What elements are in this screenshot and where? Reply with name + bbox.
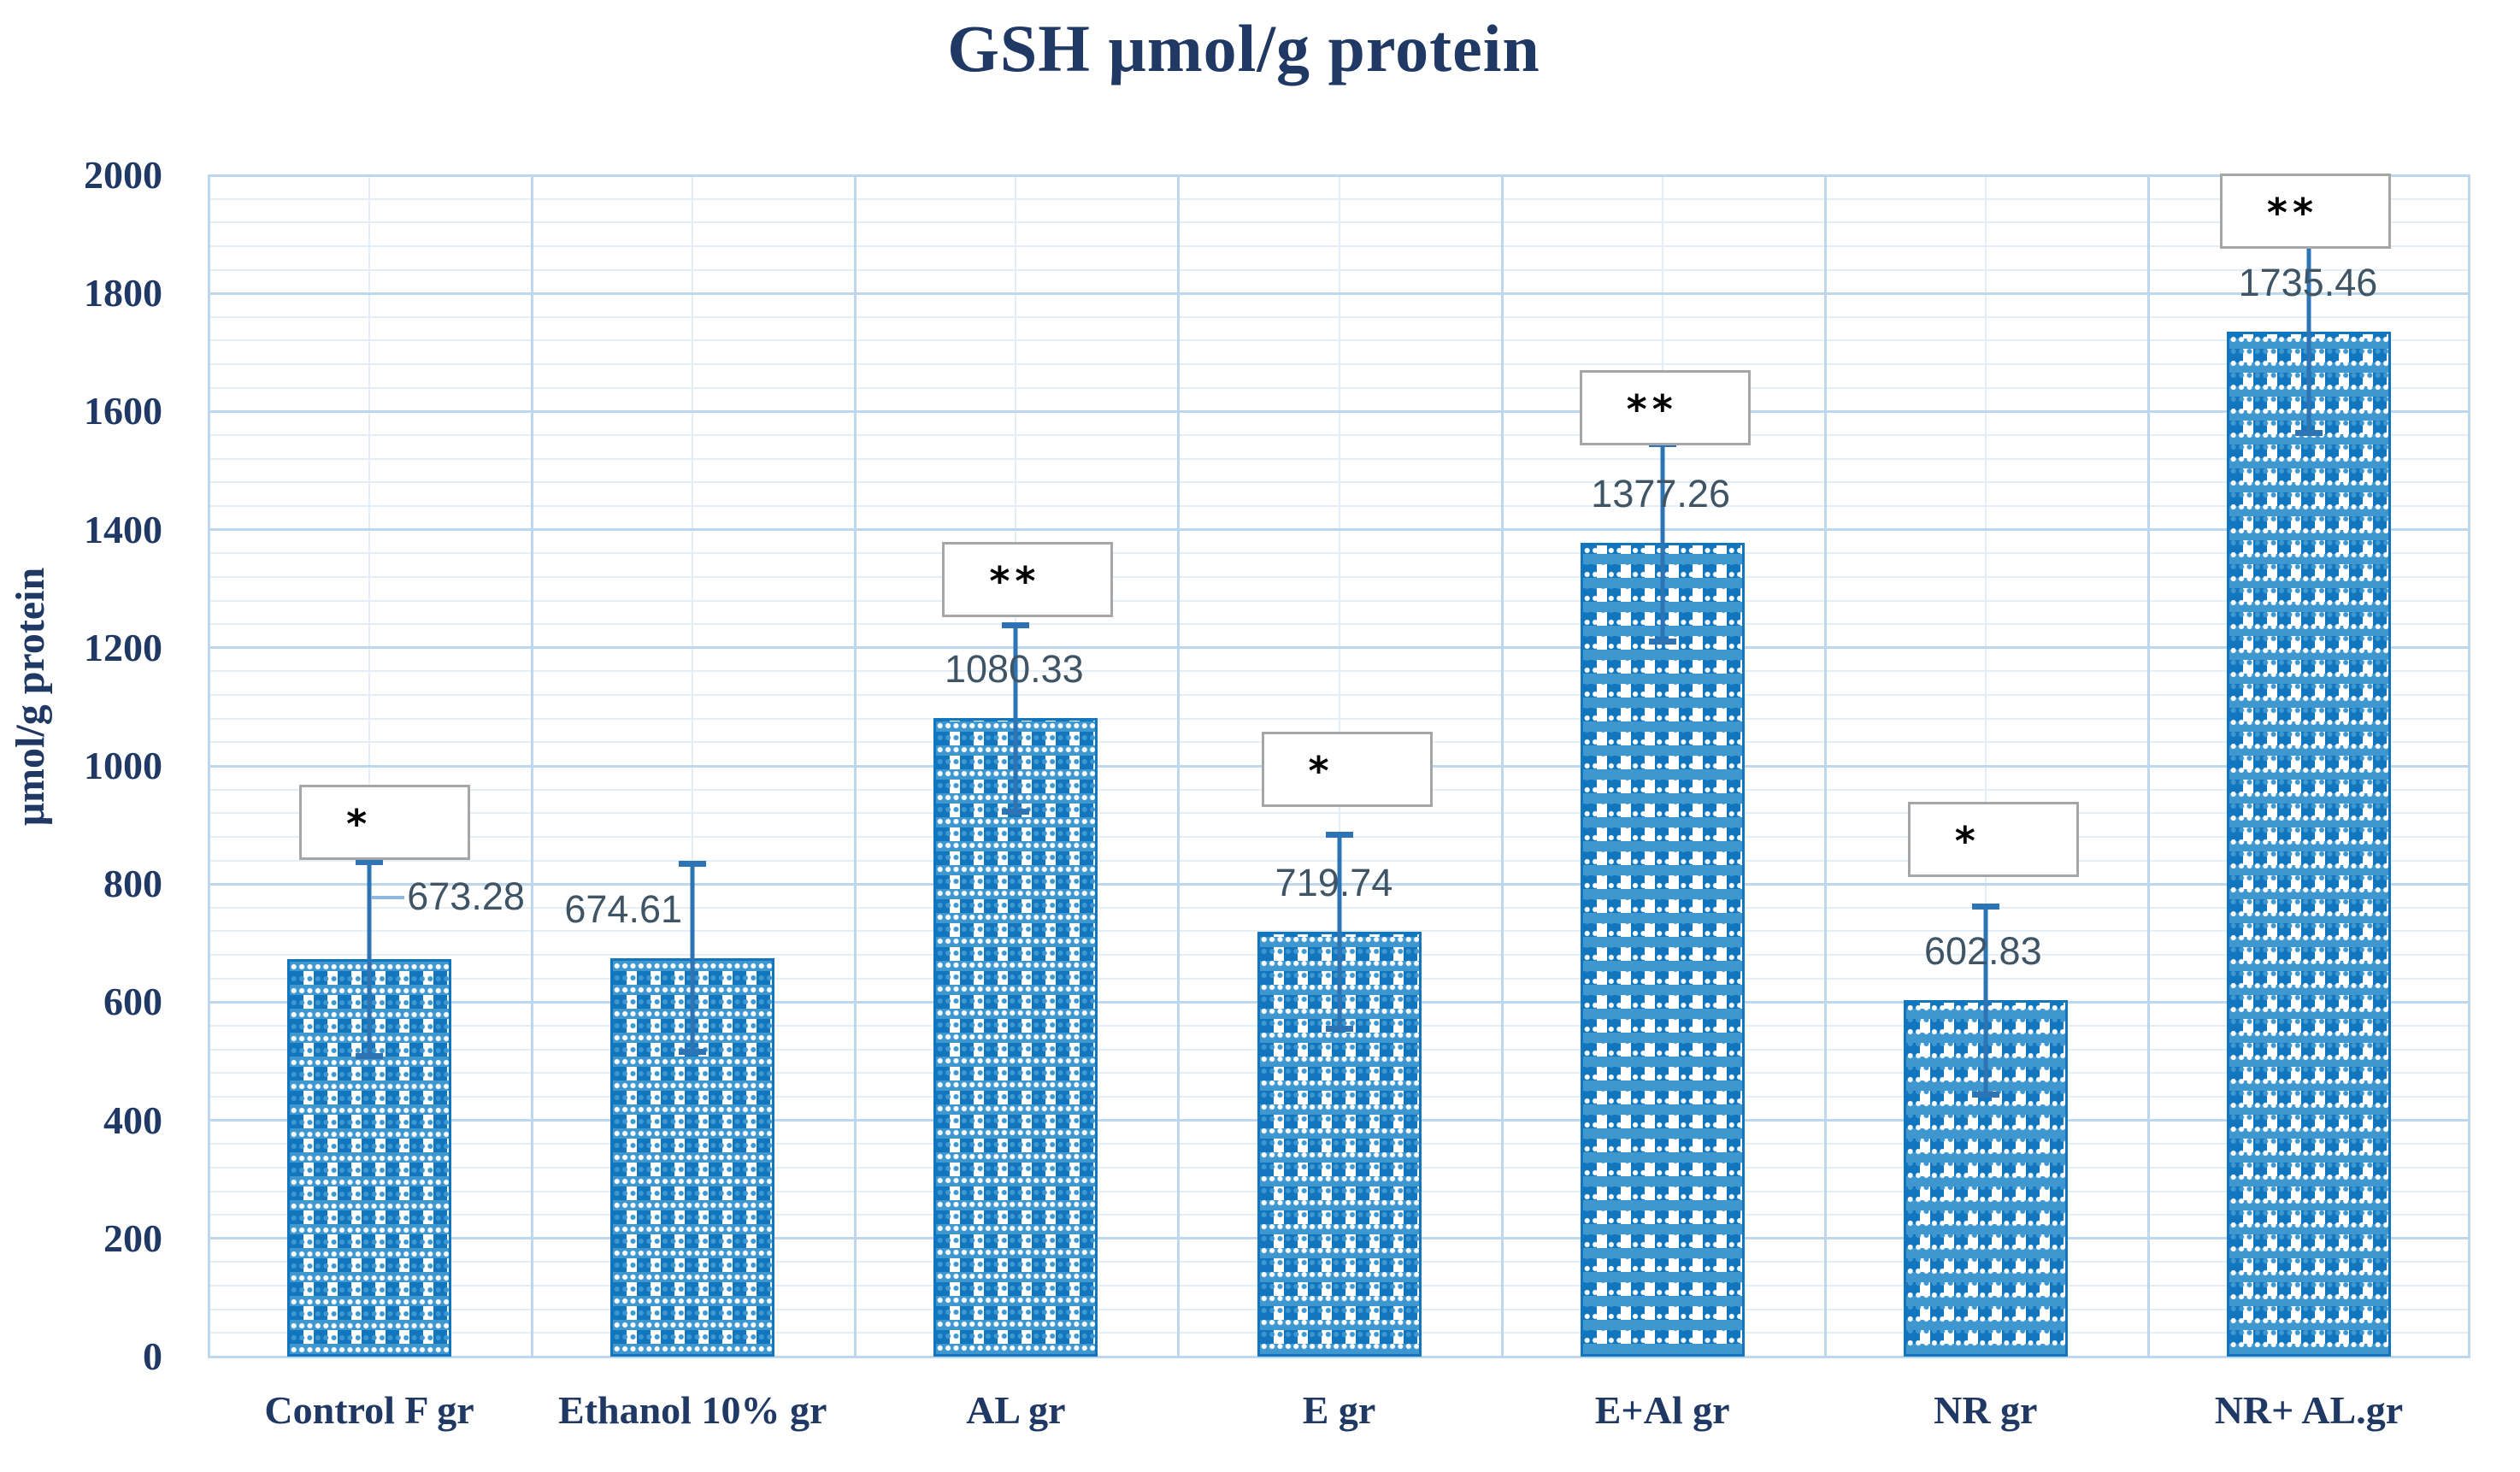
significance-box: * bbox=[1907, 802, 2079, 877]
significance-asterisk: ** bbox=[989, 558, 1041, 604]
y-axis-title: μmol/g protein bbox=[8, 567, 53, 827]
bar-7 bbox=[2226, 331, 2391, 1357]
error-bar-cap-top bbox=[356, 858, 384, 865]
x-tick-label: E+Al gr bbox=[1594, 1388, 1730, 1432]
error-bar-cap-top bbox=[1002, 622, 1030, 629]
bar-3 bbox=[933, 718, 1098, 1357]
error-bar bbox=[690, 863, 695, 1053]
gridline-major-vertical bbox=[2468, 175, 2470, 1357]
y-tick-label: 0 bbox=[143, 1334, 162, 1378]
y-tick-label: 1400 bbox=[84, 507, 162, 551]
gridline-major-vertical bbox=[531, 175, 534, 1357]
data-label: 719.74 bbox=[1275, 860, 1393, 904]
significance-asterisk: * bbox=[1308, 748, 1334, 794]
significance-box: * bbox=[299, 785, 471, 860]
y-tick-label: 2000 bbox=[84, 153, 162, 197]
data-label: 1735.46 bbox=[2238, 260, 2378, 304]
data-label: 673.28 bbox=[407, 874, 525, 918]
error-bar-cap-top bbox=[1971, 903, 1999, 910]
y-tick-label: 400 bbox=[103, 1098, 162, 1142]
error-bar bbox=[367, 861, 372, 1057]
error-bar bbox=[1337, 833, 1341, 1029]
gridline-major-horizontal bbox=[208, 528, 2470, 532]
y-tick-label: 1200 bbox=[84, 625, 162, 669]
data-label-leader-line bbox=[372, 895, 405, 899]
significance-asterisk: * bbox=[346, 801, 373, 847]
gridline-major-horizontal bbox=[208, 174, 2470, 177]
error-bar bbox=[1983, 905, 1988, 1095]
data-label: 674.61 bbox=[564, 886, 683, 931]
gridline-major-vertical bbox=[2146, 175, 2150, 1357]
x-tick-label: NR+ AL.gr bbox=[2214, 1388, 2404, 1432]
chart-title: GSH μmol/g protein bbox=[947, 11, 1540, 85]
error-bar-cap-bottom bbox=[1648, 639, 1676, 645]
significance-asterisk: * bbox=[1954, 818, 1981, 864]
x-tick-label: Control F gr bbox=[264, 1388, 474, 1432]
y-tick-label: 200 bbox=[103, 1216, 162, 1260]
gridline-major-horizontal bbox=[208, 646, 2470, 650]
error-bar-cap-top bbox=[679, 861, 707, 868]
significance-box: ** bbox=[942, 542, 1114, 617]
data-label: 1377.26 bbox=[1591, 472, 1730, 516]
error-bar-cap-bottom bbox=[679, 1049, 707, 1056]
significance-asterisk: ** bbox=[2266, 190, 2319, 236]
x-axis-line bbox=[208, 1356, 2470, 1358]
error-bar-cap-bottom bbox=[1325, 1025, 1353, 1032]
significance-box: ** bbox=[1579, 370, 1751, 445]
error-bar-cap-bottom bbox=[1002, 808, 1030, 815]
gridline-major-vertical bbox=[1823, 175, 1827, 1357]
bar-5 bbox=[1580, 543, 1745, 1357]
error-bar-cap-bottom bbox=[356, 1052, 384, 1059]
error-bar bbox=[1660, 444, 1665, 643]
gridline-major-vertical bbox=[1177, 175, 1181, 1357]
data-label: 1080.33 bbox=[945, 647, 1084, 692]
gridline-major-vertical bbox=[1500, 175, 1504, 1357]
significance-box: * bbox=[1261, 732, 1433, 807]
data-label: 602.83 bbox=[1923, 929, 2042, 974]
x-tick-label: NR gr bbox=[1934, 1388, 2038, 1432]
gridline-major-vertical bbox=[854, 175, 857, 1357]
error-bar bbox=[1013, 625, 1018, 812]
x-tick-label: Ethanol 10% gr bbox=[558, 1388, 827, 1432]
gridline-major-horizontal bbox=[208, 409, 2470, 413]
y-tick-label: 1800 bbox=[84, 271, 162, 315]
y-tick-label: 1000 bbox=[84, 744, 162, 787]
gridline-major-horizontal bbox=[208, 291, 2470, 295]
error-bar-cap-top bbox=[1325, 831, 1353, 838]
y-tick-label: 1600 bbox=[84, 389, 162, 433]
error-bar-cap-bottom bbox=[1971, 1092, 1999, 1098]
error-bar-cap-bottom bbox=[2294, 429, 2323, 436]
error-bar bbox=[2306, 229, 2311, 433]
x-tick-label: E gr bbox=[1302, 1388, 1376, 1432]
significance-box: ** bbox=[2219, 174, 2391, 249]
y-tick-label: 600 bbox=[103, 980, 162, 1024]
gridline-major-vertical bbox=[208, 175, 210, 1357]
x-tick-label: AL gr bbox=[966, 1388, 1066, 1432]
significance-asterisk: ** bbox=[1626, 386, 1678, 433]
y-tick-label: 800 bbox=[103, 862, 162, 906]
